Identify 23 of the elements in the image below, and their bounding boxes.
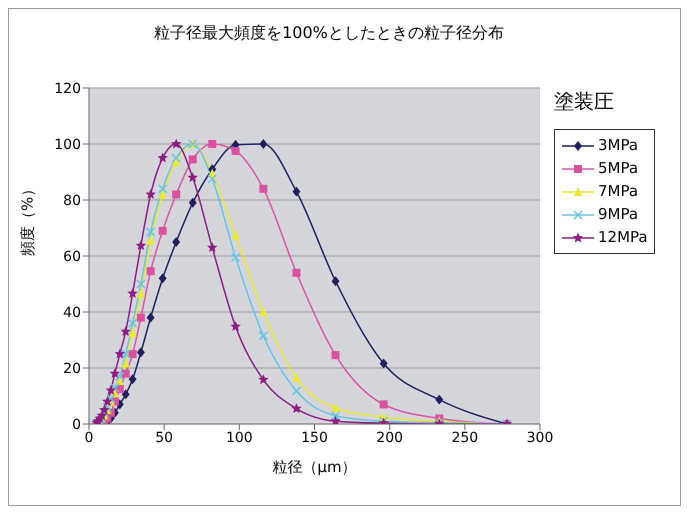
- y-tick-label: 0: [72, 416, 81, 433]
- legend-title: 塗装圧: [554, 88, 615, 115]
- legend-label: 9MPa: [598, 204, 638, 225]
- y-tick-label: 80: [63, 192, 81, 209]
- x-axis-title: 粒径（μm）: [272, 458, 357, 476]
- x-tick-label: 0: [84, 430, 94, 446]
- y-axis-title: 頻度（%）: [18, 182, 36, 256]
- chart-title: 粒子径最大頻度を100%としたときの粒子径分布: [153, 23, 505, 44]
- x-tick-label: 200: [376, 430, 404, 446]
- y-tick-label: 40: [63, 304, 81, 321]
- y-tick-label: 120: [54, 80, 81, 97]
- x-tick-label: 150: [301, 430, 328, 446]
- x-tick-label: 250: [451, 430, 478, 446]
- legend-label: 7MPa: [598, 181, 638, 202]
- legend-label: 5MPa: [598, 158, 638, 179]
- y-tick-label: 100: [54, 136, 81, 153]
- legend-label: 12MPa: [598, 227, 648, 248]
- y-tick-label: 20: [63, 360, 81, 377]
- y-tick-label: 60: [63, 248, 81, 265]
- legend-label: 3MPa: [598, 135, 638, 156]
- x-tick-label: 300: [526, 430, 554, 446]
- x-tick-label: 50: [155, 430, 174, 446]
- x-tick-label: 100: [226, 430, 253, 446]
